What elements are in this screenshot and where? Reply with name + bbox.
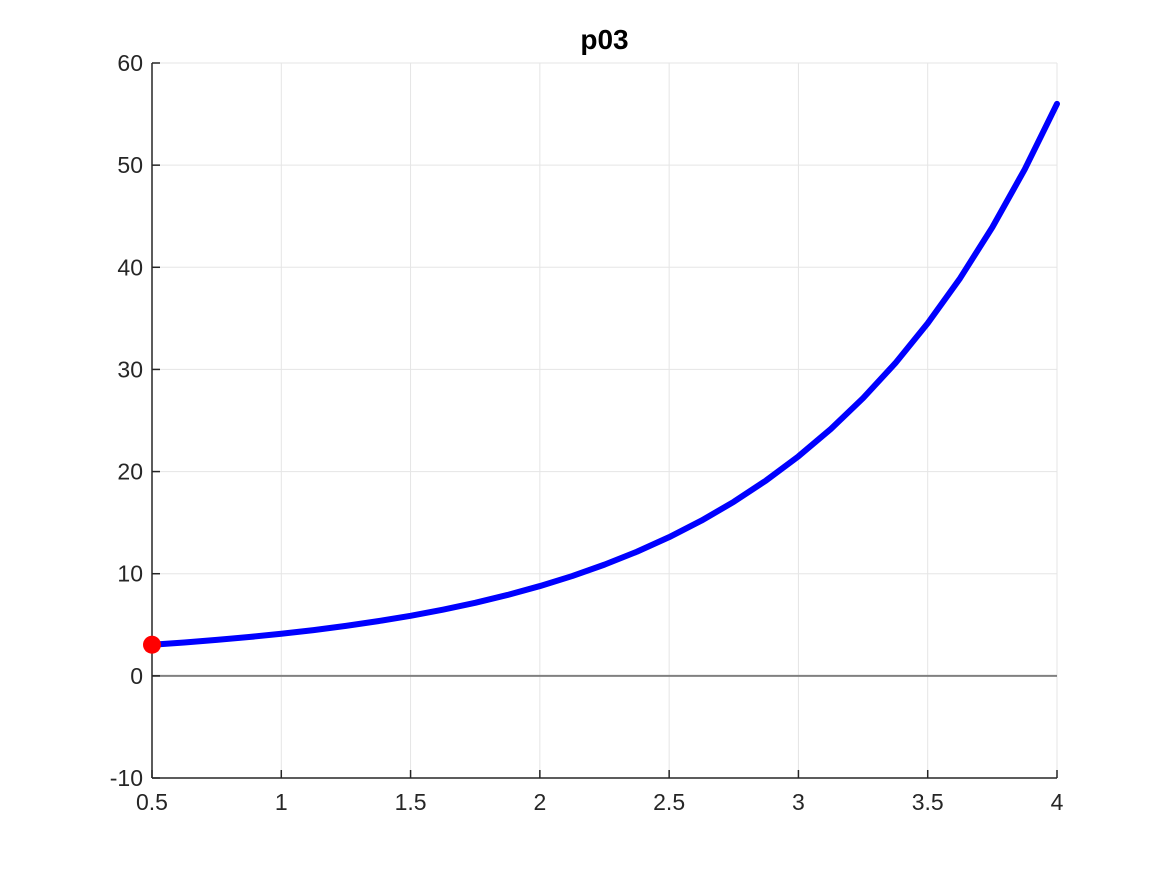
y-tick-label: 20 [117,459,143,485]
y-tick-label: 50 [117,152,143,178]
y-tick-label: -10 [110,765,143,791]
x-tick-label: 2.5 [653,789,685,815]
y-tick-label: 10 [117,561,143,587]
x-tick-label: 1.5 [395,789,427,815]
y-tick-label: 0 [130,663,143,689]
x-tick-label: 2 [533,789,546,815]
initial-condition-marker [143,635,161,654]
y-tick-label: 60 [117,50,143,76]
x-tick-label: 3.5 [912,789,944,815]
x-tick-label: 0.5 [136,789,168,815]
x-tick-label: 3 [792,789,805,815]
y-tick-label: 30 [117,356,143,382]
x-tick-label: 1 [275,789,288,815]
solution-curve [149,100,1060,648]
x-tick-label: 4 [1051,789,1064,815]
chart-title: p03 [580,24,629,55]
y-tick-label: 40 [117,254,143,280]
